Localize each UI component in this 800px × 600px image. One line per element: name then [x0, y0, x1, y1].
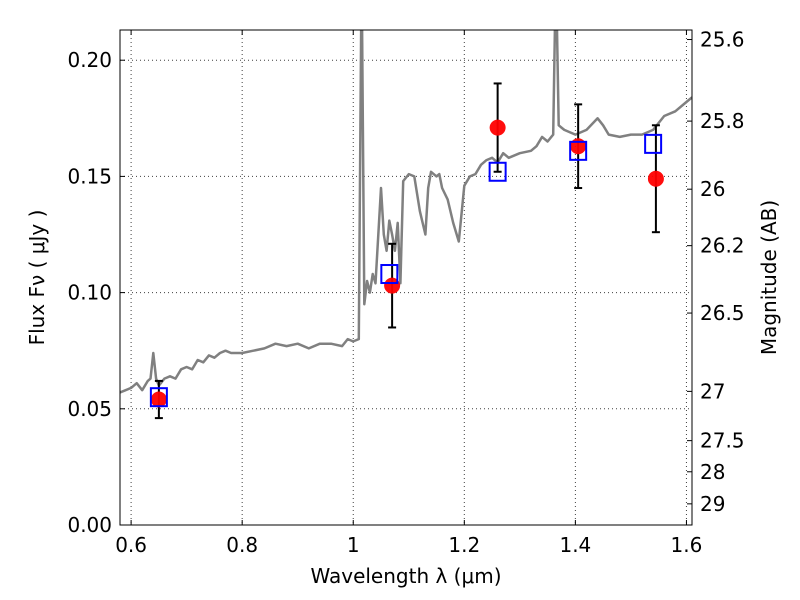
model-spectrum-line — [120, 30, 692, 394]
observed-flux-point — [570, 138, 587, 155]
y2-axis-title: Magnitude (AB) — [757, 200, 781, 355]
y2-tick-label: 26.2 — [700, 234, 745, 258]
y2-tick-label: 29 — [700, 492, 725, 516]
y-axis-title: Flux Fν ( μJy ) — [25, 210, 49, 346]
x-tick-label: 0.8 — [226, 533, 258, 557]
y2-tick-label: 25.8 — [700, 109, 745, 133]
y2-tick-label: 28 — [700, 460, 725, 484]
x-axis-title: Wavelength λ (μm) — [310, 564, 501, 588]
model-flux-square — [644, 133, 663, 154]
x-tick-label: 1.2 — [448, 533, 480, 557]
model-flux-square — [569, 140, 588, 161]
x-tick-label: 0.6 — [115, 533, 147, 557]
y-tick-label: 0.00 — [67, 513, 112, 537]
x-tick-label: 1.4 — [559, 533, 591, 557]
y-tick-label: 0.20 — [67, 48, 112, 72]
observed-flux-point — [647, 170, 664, 187]
y-tick-label: 0.05 — [67, 397, 112, 421]
series-layer — [120, 30, 692, 420]
grid-layer — [120, 30, 692, 525]
x-tick-label: 1 — [347, 533, 360, 557]
observed-flux-point — [384, 277, 401, 294]
ticks-layer: 0.6 0.8 1 1.2 1.4 1.6 0.00 0.05 0.10 0.15 0.20 25.6… — [67, 28, 744, 557]
y2-tick-label: 25.6 — [700, 28, 745, 52]
observed-flux-point — [150, 391, 167, 408]
y2-tick-label: 27 — [700, 379, 725, 403]
y2-tick-label: 26.5 — [700, 301, 745, 325]
model-flux-square — [149, 387, 168, 408]
y2-tick-label: 27.5 — [700, 429, 745, 453]
y2-tick-label: 26 — [700, 177, 725, 201]
x-tick-label: 1.6 — [671, 533, 703, 557]
observed-flux-point — [489, 119, 506, 136]
model-flux-square — [488, 161, 507, 182]
plot-frame — [119, 29, 693, 526]
y-tick-label: 0.10 — [67, 281, 112, 305]
model-flux-square — [380, 264, 399, 285]
y-tick-label: 0.15 — [67, 164, 112, 188]
